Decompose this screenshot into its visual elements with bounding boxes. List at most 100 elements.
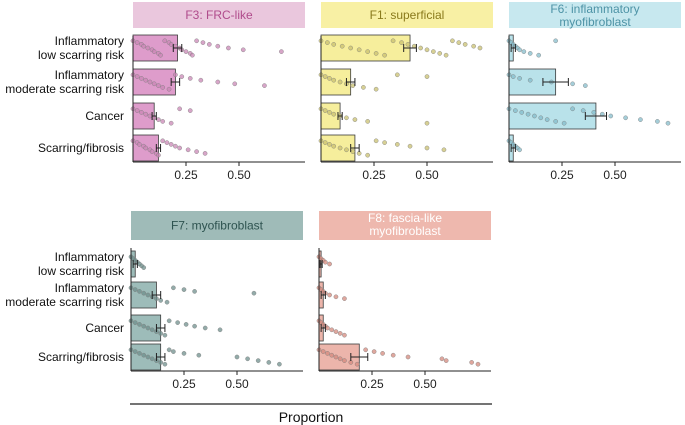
data-point bbox=[561, 120, 567, 126]
data-point bbox=[322, 108, 328, 113]
data-point bbox=[240, 47, 246, 53]
data-point bbox=[395, 142, 400, 147]
data-point bbox=[323, 259, 328, 265]
data-point bbox=[337, 79, 343, 85]
data-point bbox=[168, 120, 174, 126]
data-point bbox=[173, 143, 178, 149]
data-point bbox=[325, 351, 330, 356]
row-label-line: low scarring risk bbox=[38, 48, 125, 62]
data-point bbox=[591, 110, 597, 115]
data-point bbox=[373, 51, 379, 56]
panel: F7: myofibroblast 0.25 0.50 bbox=[128, 211, 303, 391]
data-point bbox=[405, 42, 411, 47]
x-tick-label: 0.25 bbox=[174, 168, 198, 182]
bar bbox=[132, 34, 178, 62]
data-point bbox=[354, 361, 360, 367]
row-label-line: moderate scarring risk bbox=[5, 82, 125, 96]
data-point bbox=[510, 74, 516, 79]
data-point bbox=[477, 45, 483, 51]
data-point bbox=[418, 45, 423, 51]
row-label-line: Inflammatory bbox=[55, 281, 124, 295]
x-tick-label: 0.50 bbox=[413, 377, 437, 391]
data-point bbox=[544, 117, 550, 122]
data-point bbox=[141, 352, 147, 358]
data-point bbox=[570, 81, 575, 87]
data-point bbox=[382, 52, 387, 58]
data-point bbox=[441, 147, 447, 153]
data-point bbox=[471, 43, 476, 49]
data-point bbox=[553, 38, 558, 44]
row-label-line: Inflammatory bbox=[55, 68, 124, 82]
data-point bbox=[132, 320, 138, 325]
panel: F3: FRC-like 0.25 0.50 bbox=[130, 2, 305, 182]
data-point bbox=[207, 42, 212, 47]
data-point bbox=[608, 113, 614, 119]
data-point bbox=[177, 106, 182, 112]
panel: F6: inflammatory myofibroblast 0.25 0.50 bbox=[506, 2, 681, 182]
data-point bbox=[164, 140, 170, 145]
data-point bbox=[331, 111, 337, 117]
data-point bbox=[145, 325, 151, 331]
data-point bbox=[147, 113, 153, 119]
data-point bbox=[160, 138, 165, 144]
panel-title-line: myofibroblast bbox=[369, 224, 441, 238]
data-point bbox=[139, 76, 144, 81]
data-point bbox=[382, 140, 387, 145]
data-point bbox=[134, 108, 140, 113]
data-point bbox=[342, 296, 347, 301]
data-point bbox=[327, 261, 332, 267]
data-point bbox=[141, 323, 147, 329]
row-label: Scarring/fibrosis bbox=[38, 141, 124, 155]
data-point bbox=[166, 318, 172, 324]
panel-title: F1: superficial bbox=[370, 8, 445, 22]
data-point bbox=[424, 47, 430, 53]
data-point bbox=[134, 74, 140, 79]
data-point bbox=[373, 138, 379, 144]
data-point bbox=[527, 51, 533, 56]
row-label-line: Cancer bbox=[85, 321, 124, 335]
data-point bbox=[145, 292, 151, 298]
data-point bbox=[350, 149, 356, 154]
data-point bbox=[443, 52, 449, 58]
data-point bbox=[373, 86, 379, 92]
data-point bbox=[145, 45, 151, 51]
row-label-layer: Inflammatory low scarring risk Inflammator… bbox=[5, 34, 125, 364]
data-point bbox=[638, 117, 643, 122]
data-point bbox=[390, 352, 396, 358]
data-point bbox=[134, 40, 140, 45]
data-point bbox=[192, 323, 197, 329]
data-point bbox=[322, 74, 328, 79]
data-point bbox=[137, 351, 142, 356]
data-point bbox=[527, 77, 533, 83]
data-point bbox=[181, 287, 187, 292]
data-point bbox=[513, 108, 518, 113]
data-point bbox=[132, 349, 138, 354]
x-tick-label: 0.25 bbox=[172, 377, 196, 391]
data-point bbox=[331, 42, 337, 47]
panel-header bbox=[133, 2, 305, 28]
data-point bbox=[262, 83, 267, 88]
data-point bbox=[158, 331, 163, 336]
x-tick-label: 0.50 bbox=[227, 168, 251, 182]
data-point bbox=[327, 292, 332, 298]
bar bbox=[130, 314, 162, 342]
data-point bbox=[320, 349, 326, 354]
row-label-line: moderate scarring risk bbox=[5, 295, 125, 309]
data-point bbox=[456, 40, 462, 45]
data-point bbox=[342, 358, 347, 363]
data-point bbox=[475, 361, 481, 367]
data-point bbox=[251, 290, 257, 296]
data-point bbox=[185, 147, 191, 153]
data-point bbox=[365, 119, 370, 124]
data-point bbox=[255, 358, 261, 363]
data-point bbox=[187, 76, 193, 81]
x-tick-label: 0.25 bbox=[362, 168, 386, 182]
x-axis-label: Proportion bbox=[279, 409, 344, 425]
data-point bbox=[168, 142, 174, 147]
data-point bbox=[333, 329, 339, 334]
data-point bbox=[137, 142, 142, 147]
data-point bbox=[517, 47, 522, 53]
panel-title-line: F6: inflammatory bbox=[550, 2, 639, 16]
data-point bbox=[327, 76, 332, 81]
